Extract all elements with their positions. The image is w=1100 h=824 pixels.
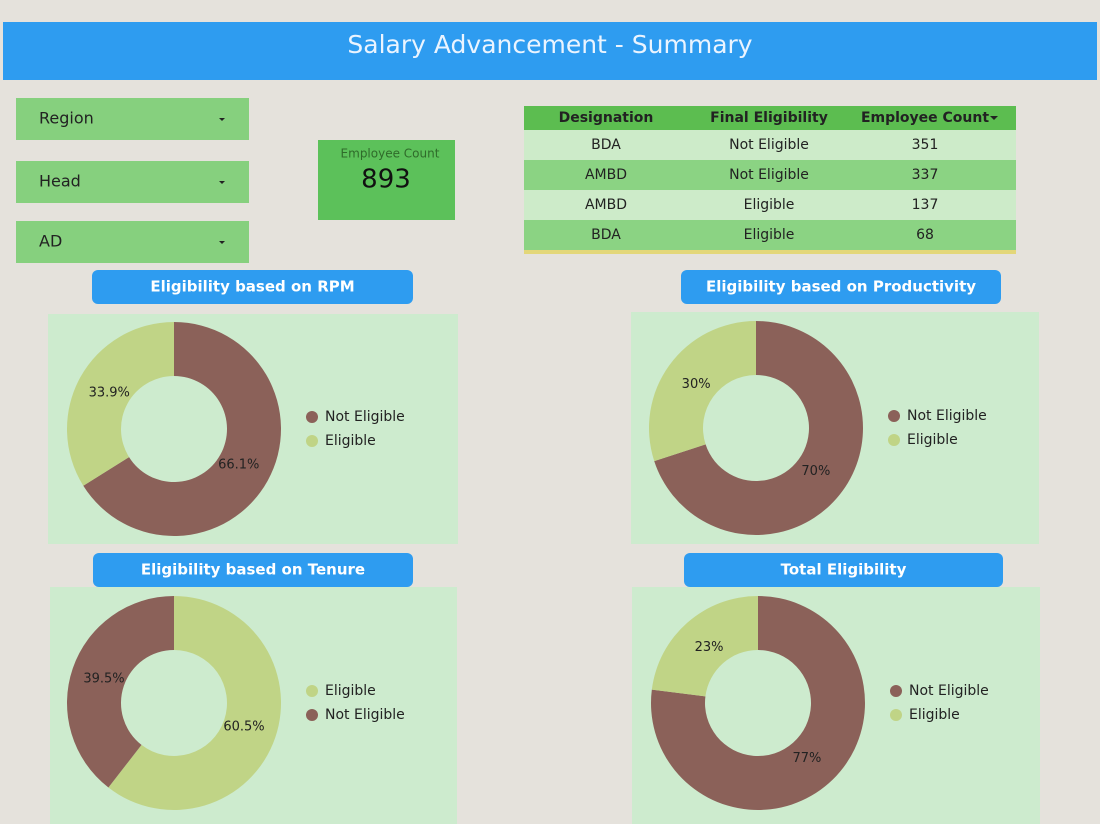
legend-swatch	[888, 410, 900, 422]
table-cell: Not Eligible	[729, 167, 809, 183]
legend-swatch	[888, 434, 900, 446]
legend-swatch	[890, 685, 902, 697]
filter-dropdown[interactable]	[16, 221, 249, 263]
legend-swatch	[306, 411, 318, 423]
legend-label: Eligible	[325, 683, 376, 699]
pie-slice	[67, 322, 174, 486]
column-header[interactable]: Final Eligibility	[710, 110, 828, 126]
pie-slice	[654, 321, 863, 535]
table-cell: Eligible	[744, 227, 795, 243]
slice-label: 66.1%	[218, 457, 259, 472]
table-cell: 137	[912, 197, 939, 213]
chart-title: Eligibility based on Tenure	[141, 561, 365, 579]
table-cell: 351	[912, 137, 939, 153]
table-row	[524, 160, 1016, 190]
filter-dropdown[interactable]	[16, 161, 249, 203]
table-cell: 337	[912, 167, 939, 183]
chart-title-pill	[684, 553, 1003, 587]
pie-slice	[651, 596, 865, 810]
table-cell: Not Eligible	[729, 137, 809, 153]
chart-title-pill	[681, 270, 1001, 304]
legend-label: Eligible	[325, 433, 376, 449]
table-row	[524, 190, 1016, 220]
table-cell: AMBD	[585, 167, 627, 183]
slice-label: 70%	[801, 464, 830, 479]
table-cell: Eligible	[744, 197, 795, 213]
scorecard-label: Employee Count	[341, 147, 440, 161]
legend-swatch	[890, 709, 902, 721]
table-row	[524, 130, 1016, 160]
pie-slice	[648, 321, 756, 462]
dropdown-arrow	[219, 118, 225, 121]
slice-label: 77%	[792, 751, 821, 766]
pie-slice	[651, 595, 758, 697]
chart-title: Total Eligibility	[781, 561, 907, 579]
table-cell: AMBD	[585, 197, 627, 213]
filter-dropdown[interactable]	[16, 98, 249, 140]
pie-slice	[66, 595, 174, 788]
legend-label: Not Eligible	[325, 707, 405, 723]
filter-label: AD	[39, 232, 62, 251]
filter-label: Region	[39, 109, 94, 128]
dropdown-arrow	[219, 181, 225, 184]
header-bar	[3, 22, 1097, 80]
table-header	[524, 106, 1016, 130]
scorecard-value: 893	[361, 165, 411, 195]
legend-label: Not Eligible	[909, 683, 989, 699]
pie-slice	[108, 596, 281, 810]
legend-label: Eligible	[909, 707, 960, 723]
legend-swatch	[306, 685, 318, 697]
chart-title: Eligibility based on RPM	[150, 278, 354, 296]
legend-swatch	[306, 435, 318, 447]
table-cell: 68	[916, 227, 934, 243]
sort-icon[interactable]	[990, 116, 998, 120]
table-row	[524, 220, 1016, 250]
table-cell: BDA	[591, 137, 621, 153]
table-border	[524, 250, 1016, 254]
slice-label: 33.9%	[89, 386, 130, 401]
slice-label: 60.5%	[223, 719, 264, 734]
page-title: Salary Advancement - Summary	[347, 30, 752, 59]
chart-title-pill	[92, 270, 413, 304]
slice-label: 30%	[682, 377, 711, 392]
column-header[interactable]: Designation	[559, 110, 654, 126]
table-cell: BDA	[591, 227, 621, 243]
column-header[interactable]: Employee Count	[861, 110, 989, 126]
pie-slice	[83, 322, 281, 537]
dropdown-arrow	[219, 241, 225, 244]
chart-title: Eligibility based on Productivity	[706, 278, 976, 296]
chart-title-pill	[93, 553, 413, 587]
legend-label: Not Eligible	[907, 408, 987, 424]
legend-label: Eligible	[907, 432, 958, 448]
slice-label: 23%	[695, 640, 724, 655]
legend-swatch	[306, 709, 318, 721]
scorecard	[318, 140, 455, 220]
filter-label: Head	[39, 172, 81, 191]
legend-label: Not Eligible	[325, 409, 405, 425]
slice-label: 39.5%	[83, 672, 124, 687]
